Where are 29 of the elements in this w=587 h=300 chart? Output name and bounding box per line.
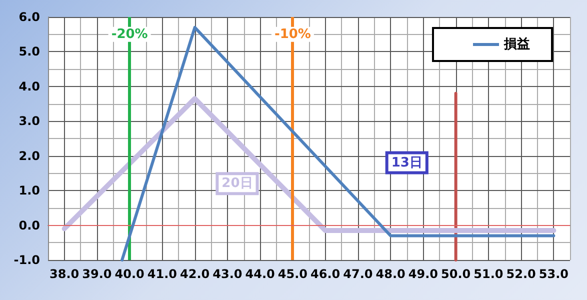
x-tick-label: 52.0 [506,267,536,281]
x-tick-label: 43.0 [212,267,242,281]
legend-label: 損益 [503,37,530,52]
annotation: -20% [111,26,148,42]
x-tick-label: 50.0 [441,267,471,281]
x-tick-label: 40.0 [114,267,144,281]
x-tick-label: 45.0 [278,267,308,281]
y-tick-label: 3.0 [18,114,40,128]
x-tick-label: 48.0 [376,267,406,281]
annotation: -10% [274,26,311,42]
x-tick-label: 49.0 [408,267,438,281]
x-tick-label: 42.0 [180,267,210,281]
x-tick-label: 38.0 [50,267,80,281]
x-tick-label: 39.0 [82,267,112,281]
x-tick-label: 41.0 [147,267,177,281]
y-tick-label: 2.0 [18,148,40,163]
annotation: 13日 [391,155,422,170]
y-tick-label: 5.0 [18,44,40,59]
x-tick-label: 47.0 [343,267,373,281]
y-tick-label: 1.0 [18,184,40,198]
y-tick-label: -1.0 [14,253,40,267]
x-tick-label: 51.0 [474,267,504,281]
annotation: 20日 [222,176,253,192]
y-tick-label: 4.0 [18,79,40,94]
x-tick-label: 44.0 [245,267,275,281]
y-tick-label: 0.0 [18,218,40,232]
y-tick-label: 6.0 [18,10,40,24]
x-tick-label: 46.0 [310,267,340,281]
x-tick-label: 53.0 [538,267,568,281]
